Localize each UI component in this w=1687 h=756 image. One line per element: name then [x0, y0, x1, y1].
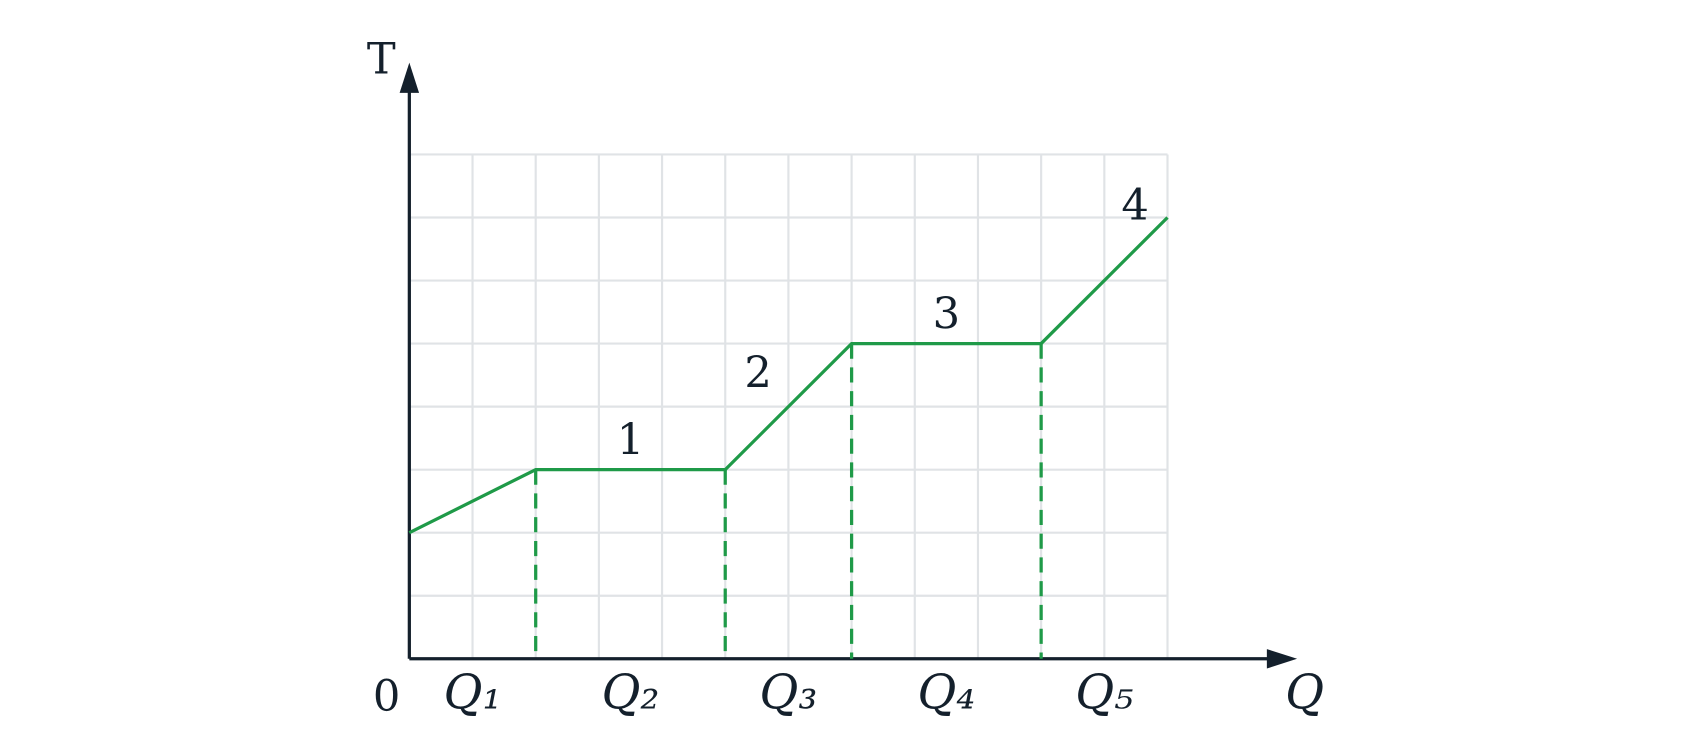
interval-label: Q₅ [1075, 666, 1133, 721]
y-axis-label: T [367, 35, 396, 85]
interval-label: Q₂ [601, 666, 659, 721]
y-axis-arrow [399, 62, 420, 93]
x-axis-label: Q [1285, 666, 1324, 721]
segment-label: 4 [1121, 181, 1148, 231]
segment-label: 1 [617, 416, 644, 466]
interval-label: Q₄ [917, 666, 975, 721]
curve [408, 216, 1169, 535]
x-axis-arrow [1266, 649, 1298, 669]
origin-label: 0 [373, 672, 400, 722]
interval-label: Q₁ [444, 666, 502, 721]
segment-label: 2 [744, 348, 771, 398]
interval-label: Q₃ [759, 666, 817, 721]
segment-label: 3 [933, 290, 960, 340]
